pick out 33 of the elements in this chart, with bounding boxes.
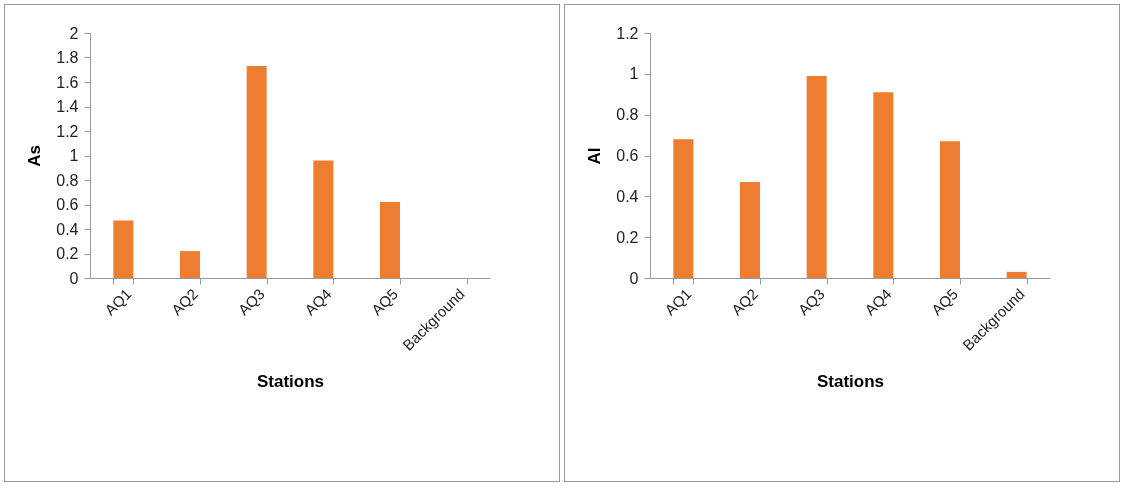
y-tick-label: 1.8 (56, 49, 79, 66)
bar (940, 141, 960, 278)
bar (380, 202, 400, 278)
bar (740, 182, 760, 278)
y-tick-label: 0 (629, 269, 639, 287)
x-axis-title: Stations (816, 371, 885, 391)
bar (1006, 271, 1027, 278)
y-tick-label: 0 (69, 269, 79, 287)
y-tick-label: 0.4 (56, 220, 79, 238)
y-tick-label: 1.2 (616, 24, 639, 42)
y-tick-label: 0.2 (616, 228, 639, 246)
y-tick-label: 0.6 (56, 196, 79, 213)
bar (873, 92, 894, 278)
y-tick-label: 0.4 (616, 187, 639, 205)
y-tick-label: 0.8 (56, 171, 79, 189)
y-tick-label: 1 (69, 147, 79, 164)
y-tick-label: 1.4 (56, 98, 79, 115)
y-tick-label: 1.2 (56, 122, 79, 140)
bar (180, 251, 200, 278)
y-tick-label: 1.6 (56, 73, 79, 91)
y-tick-label: 0.8 (616, 106, 639, 124)
bar (806, 75, 827, 278)
y-tick-label: 0.6 (616, 147, 639, 164)
y-axis-title: As (25, 145, 45, 167)
y-tick-label: 2 (69, 24, 79, 42)
bar (673, 139, 694, 278)
y-tick-label: 1 (629, 65, 639, 83)
x-axis-title: Stations (256, 371, 325, 391)
bar (313, 160, 334, 278)
bar (113, 220, 134, 278)
bar (246, 66, 267, 278)
y-axis-title: Al (585, 147, 605, 165)
y-tick-label: 0.2 (56, 245, 79, 262)
